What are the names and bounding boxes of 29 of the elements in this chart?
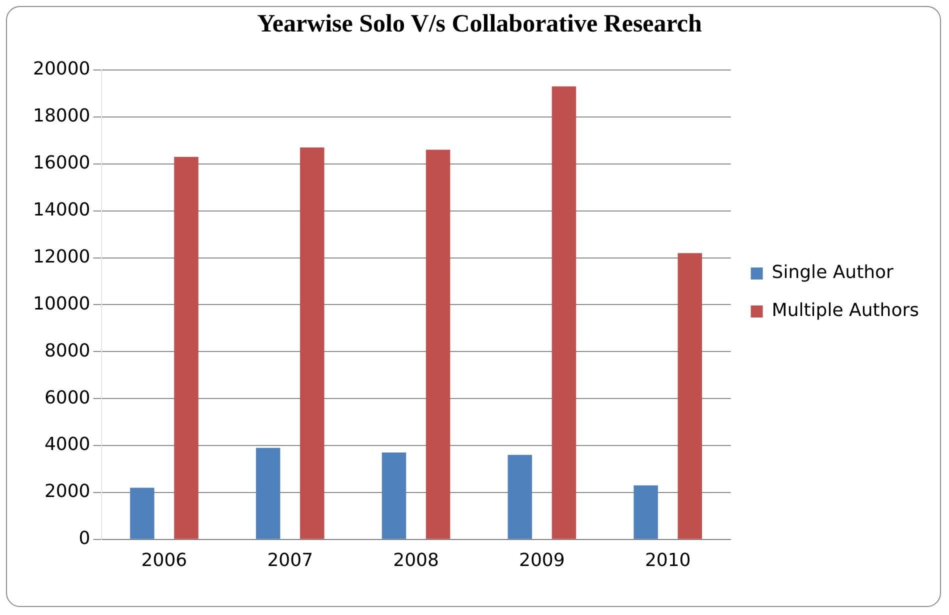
y-tick-label: 8000 [44,340,90,362]
x-tick-label: 2009 [519,550,565,571]
bar [382,452,406,539]
bar [634,485,658,539]
x-tick-label: 2007 [267,550,314,571]
y-tick-label: 4000 [44,434,90,456]
y-tick-label: 20000 [32,58,90,80]
chart-title: Yearwise Solo V/s Collaborative Research [257,10,702,38]
bar [174,156,198,539]
bar [552,86,576,539]
y-tick-label: 12000 [32,246,90,268]
bar [300,147,324,539]
y-tick-label: 10000 [32,293,90,314]
y-tick-label: 14000 [32,199,90,220]
y-tick-label: 2000 [44,481,90,502]
y-tick-label: 0 [78,528,90,550]
bar [130,488,154,539]
y-tick-label: 18000 [32,106,90,127]
legend-label: Single Author [772,262,894,284]
bar [508,454,532,539]
bar [256,448,280,539]
y-tick-label: 16000 [32,152,90,174]
x-tick-label: 2010 [644,550,691,571]
x-tick-label: 2008 [393,550,439,571]
x-tick-label: 2006 [141,550,188,571]
y-tick-label: 6000 [44,387,90,408]
legend-label: Multiple Authors [772,300,920,322]
bar [426,150,450,539]
bar [678,253,702,539]
